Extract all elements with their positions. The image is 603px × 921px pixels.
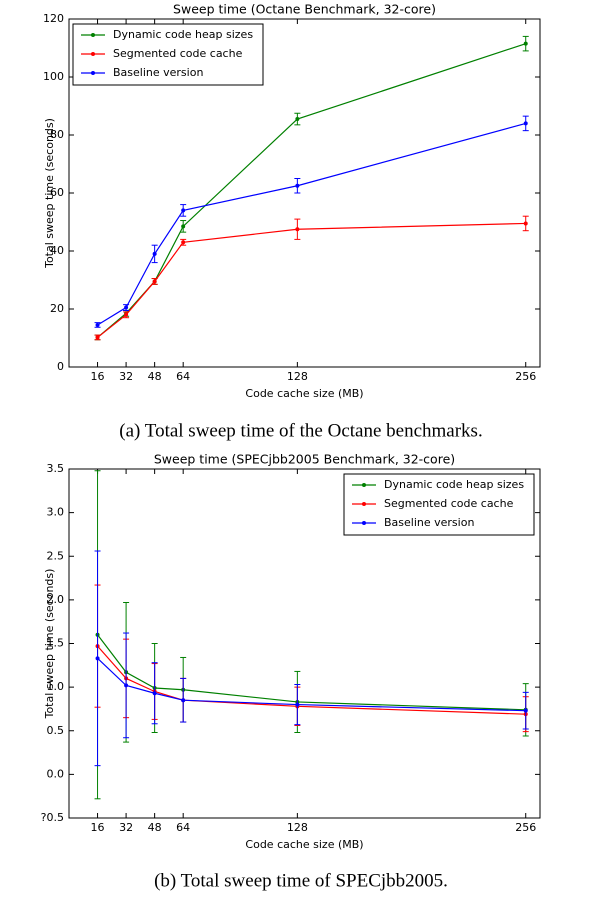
chart-title: Sweep time (SPECjbb2005 Benchmark, 32-co…: [154, 452, 455, 467]
y-tick-label: 3.5: [47, 462, 65, 475]
x-tick-label: 256: [515, 821, 536, 834]
caption: (b) Total sweep time of SPECjbb2005.: [154, 870, 448, 891]
y-tick-label: ?0.5: [41, 811, 64, 824]
x-tick-label: 64: [176, 370, 190, 383]
series-line: [97, 645, 526, 715]
point: [95, 656, 100, 661]
y-tick-label: 0: [57, 360, 64, 373]
y-axis-label: Total sweep time (seconds): [43, 569, 56, 720]
x-tick-label: 32: [119, 370, 133, 383]
point: [523, 121, 528, 126]
legend-box: [72, 23, 264, 86]
y-tick-label: 80: [50, 128, 64, 141]
point: [523, 221, 528, 226]
chart-title: Sweep time (Octane Benchmark, 32-core): [173, 2, 436, 17]
caption: (a) Total sweep time of the Octane bench…: [119, 420, 482, 441]
point: [523, 41, 528, 46]
y-tick-label: 0.0: [47, 767, 65, 780]
point: [124, 683, 129, 688]
point: [95, 322, 100, 327]
x-tick-label: 16: [91, 821, 105, 834]
x-tick-label: 48: [148, 370, 162, 383]
x-tick-label: 48: [148, 821, 162, 834]
x-axis-label: Code cache size (MB): [245, 838, 363, 851]
legend-label: Baseline version: [113, 66, 203, 79]
legend-marker: [91, 33, 95, 37]
series-line: [97, 122, 526, 326]
point: [523, 708, 528, 713]
point: [295, 183, 300, 188]
x-tick-label: 16: [91, 370, 105, 383]
y-axis-label: Total sweep time (seconds): [43, 118, 56, 269]
legend-marker: [91, 52, 95, 56]
x-tick-label: 128: [287, 821, 308, 834]
point: [295, 702, 300, 707]
x-axis-label: Code cache size (MB): [245, 387, 363, 400]
y-tick-label: 40: [50, 244, 64, 257]
x-tick-label: 128: [287, 370, 308, 383]
x-tick-label: 64: [176, 821, 190, 834]
series-line: [97, 657, 526, 712]
point: [295, 117, 300, 122]
series-line: [97, 634, 526, 711]
point: [181, 224, 186, 229]
legend-marker: [362, 502, 366, 506]
y-tick-label: 20: [50, 302, 64, 315]
legend-marker: [362, 483, 366, 487]
point: [95, 335, 100, 340]
series-line: [97, 222, 526, 338]
point: [181, 240, 186, 245]
series-line: [97, 43, 526, 338]
legend-label: Segmented code cache: [384, 497, 514, 510]
point: [181, 208, 186, 213]
point: [295, 227, 300, 232]
point: [124, 305, 129, 310]
y-tick-label: 3.0: [47, 506, 65, 519]
x-tick-label: 256: [515, 370, 536, 383]
y-tick-label: 100: [43, 70, 64, 83]
point: [152, 279, 157, 284]
point: [181, 698, 186, 703]
y-tick-label: 2.5: [47, 549, 65, 562]
y-tick-label: 0.5: [47, 724, 65, 737]
y-tick-label: 120: [43, 12, 64, 25]
legend-marker: [91, 71, 95, 75]
plot-frame: [68, 468, 541, 819]
legend-label: Baseline version: [384, 516, 474, 529]
plot-frame: [68, 18, 541, 368]
point: [152, 691, 157, 696]
x-tick-label: 32: [119, 821, 133, 834]
y-tick-label: 2.0: [47, 593, 65, 606]
y-tick-label: 60: [50, 186, 64, 199]
point: [124, 312, 129, 317]
legend-label: Dynamic code heap sizes: [113, 28, 253, 41]
legend-marker: [362, 521, 366, 525]
y-tick-label: 1.5: [47, 637, 65, 650]
point: [152, 251, 157, 256]
y-tick-label: 1.0: [47, 680, 65, 693]
legend-label: Segmented code cache: [113, 47, 243, 60]
legend-label: Dynamic code heap sizes: [384, 478, 524, 491]
